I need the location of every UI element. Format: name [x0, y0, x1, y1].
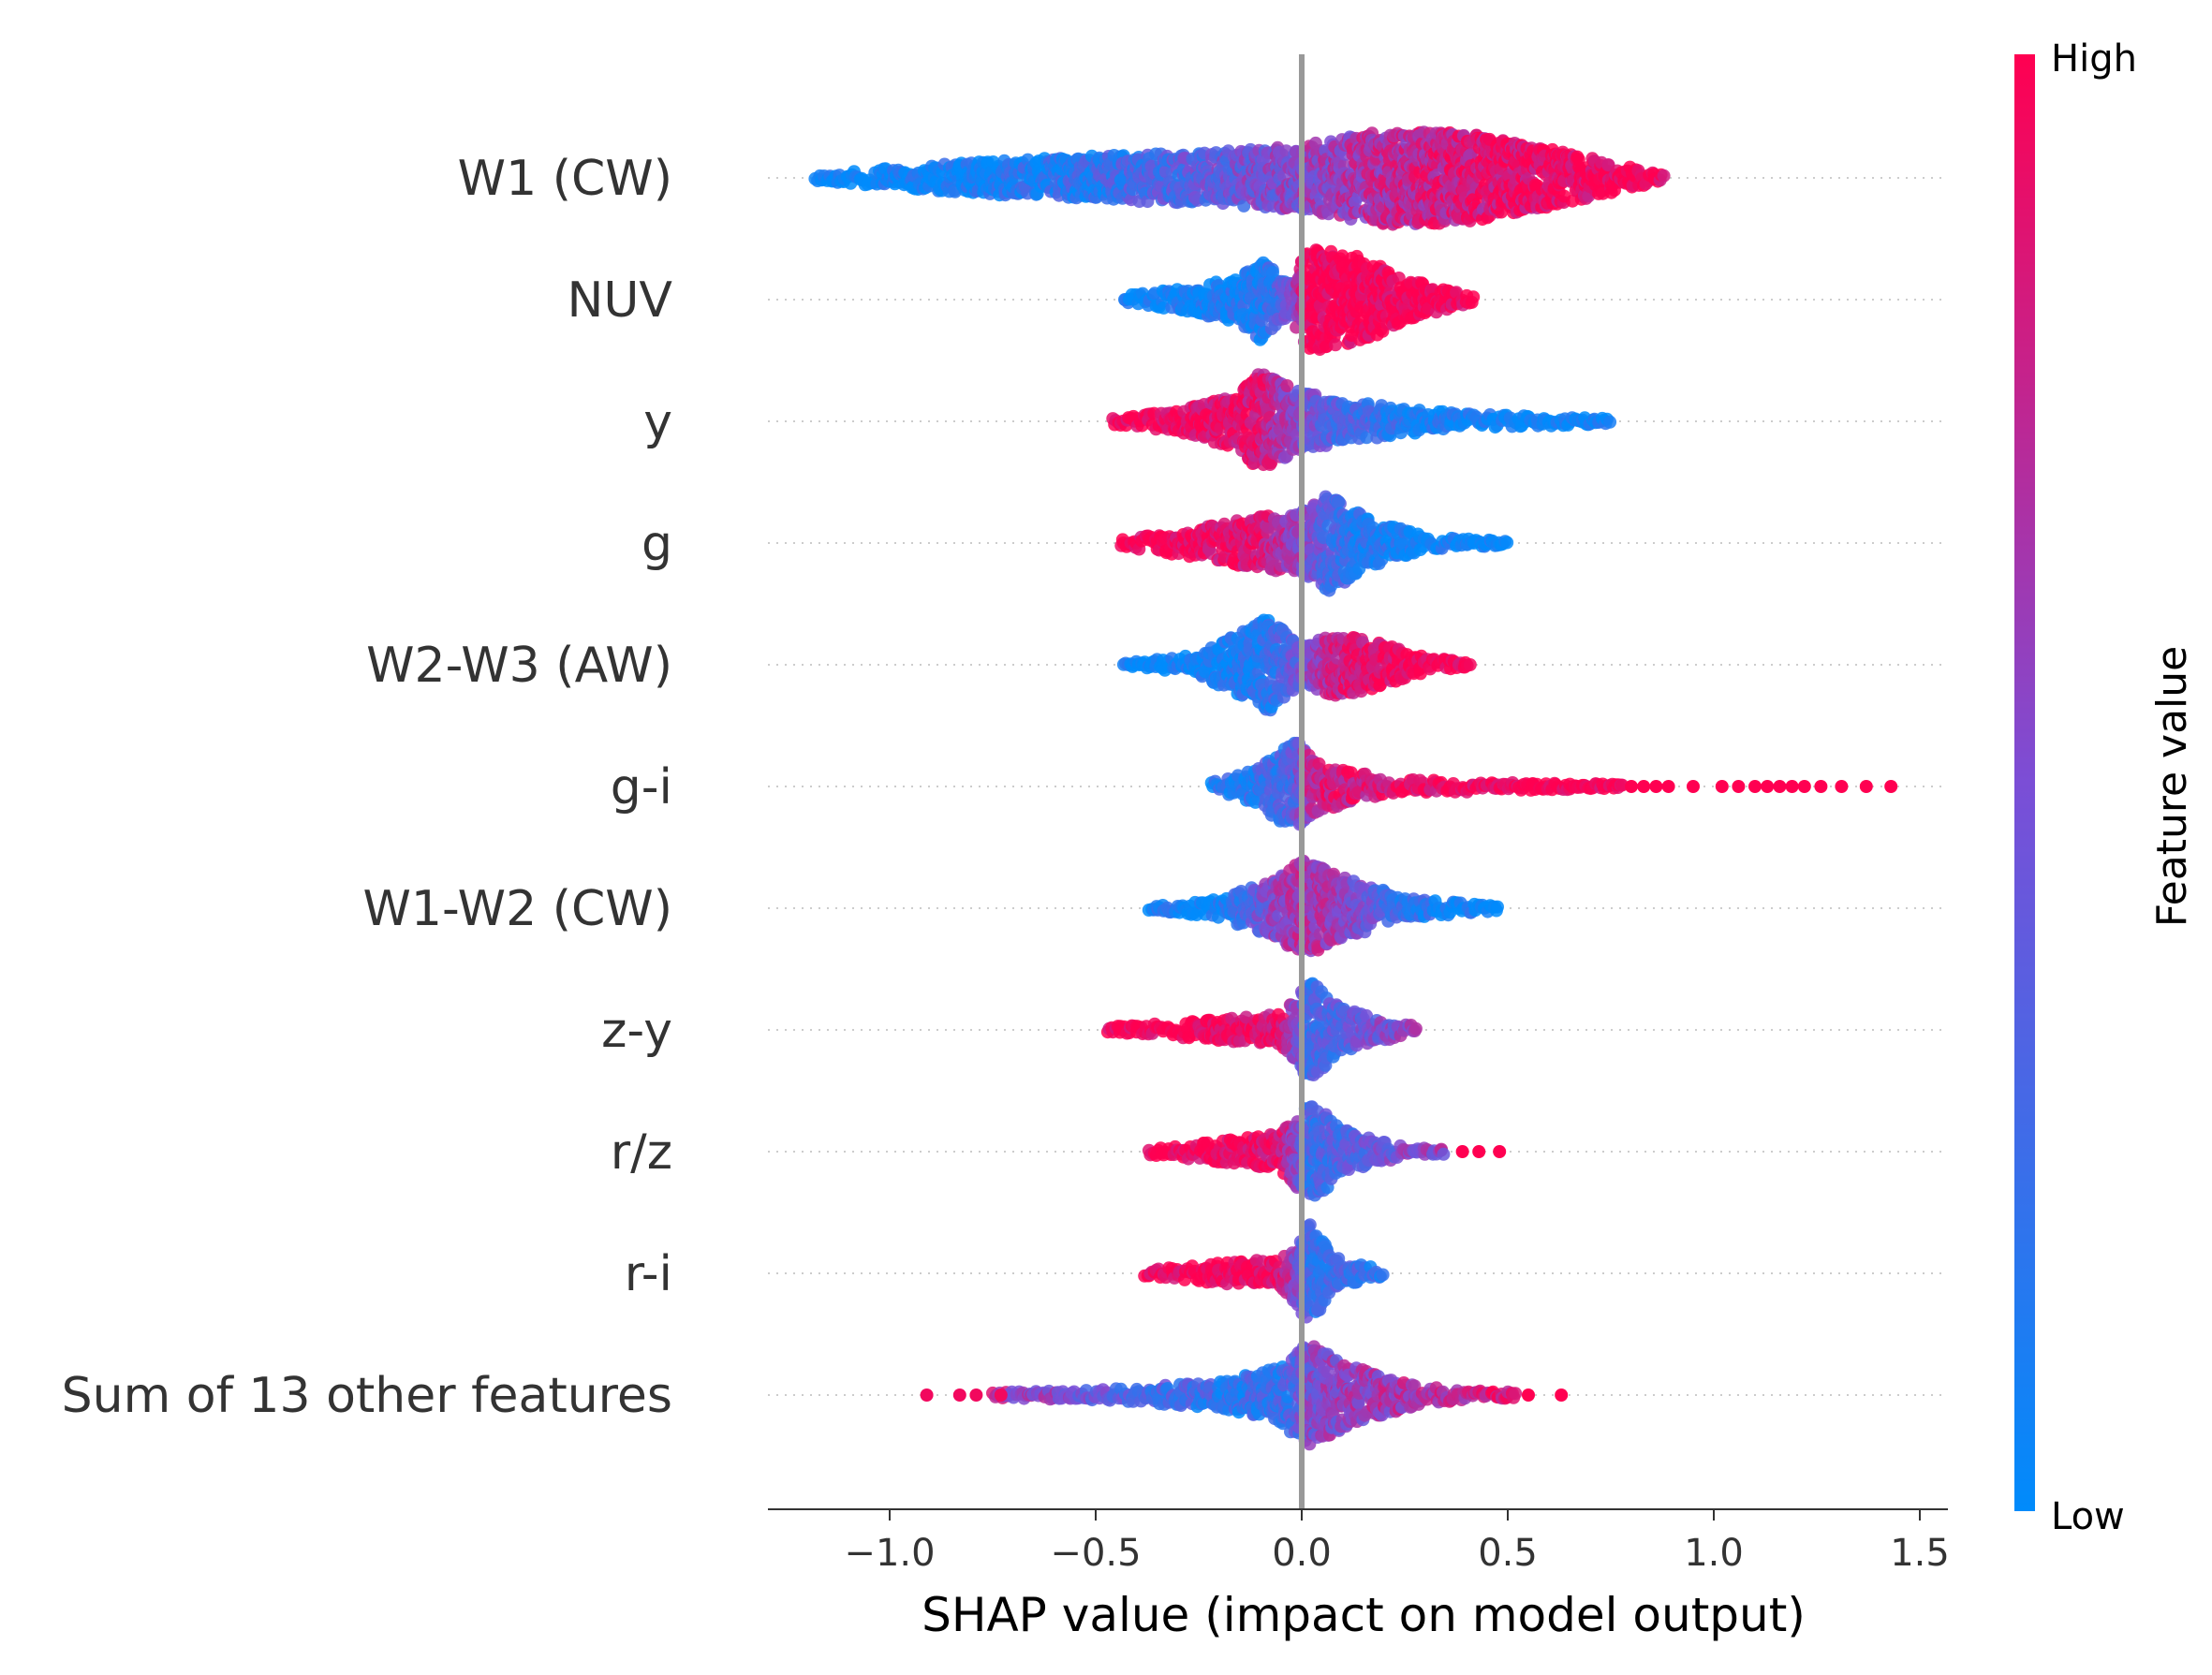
shap-point [1500, 536, 1514, 550]
feature-row-points [1116, 613, 1477, 717]
shap-point [1280, 379, 1294, 392]
beeswarm-points [808, 125, 1898, 1451]
feature-row-points [1114, 490, 1514, 597]
feature-row-points [1106, 368, 1617, 472]
shap-point [1463, 658, 1477, 671]
shap-point [1603, 415, 1617, 429]
shap-point [1237, 198, 1251, 213]
shap-point [1657, 169, 1671, 183]
feature-row-points [1204, 736, 1898, 831]
shap-point [1467, 290, 1481, 304]
feature-row-points [808, 125, 1671, 231]
shap-point [1329, 338, 1342, 352]
shap-point [1332, 495, 1346, 509]
